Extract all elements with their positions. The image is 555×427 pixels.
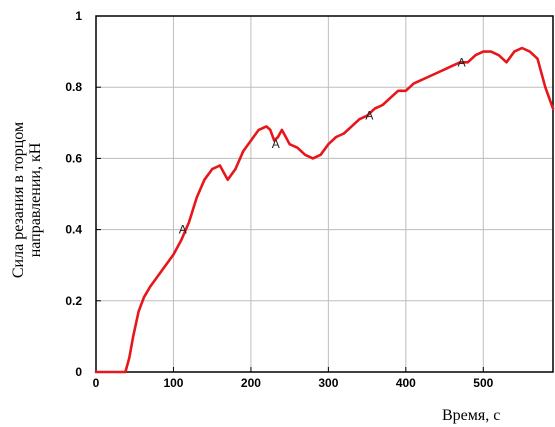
y-axis-title: Сила резания в торцом направлении, кН xyxy=(10,122,44,278)
y-axis-title-line2: направлении, кН xyxy=(27,142,44,257)
marker-label-3: A xyxy=(458,55,466,69)
marker-label-1: A xyxy=(272,137,280,151)
y-axis-title-line1: Сила резания в торцом xyxy=(10,122,27,278)
y-tick-label-0: 0 xyxy=(75,365,82,379)
x-tick-labels: 0 100 200 300 400 500 xyxy=(93,376,494,390)
x-tick-label-0: 0 xyxy=(93,376,100,390)
marker-label-2: A xyxy=(365,109,373,123)
grid-lines xyxy=(96,16,553,372)
x-tick-label-3: 300 xyxy=(318,376,338,390)
x-axis-title: Время, с xyxy=(442,407,500,424)
y-tick-label-4: 0.8 xyxy=(65,80,82,94)
marker-label-0: A xyxy=(179,223,187,237)
y-tick-labels: 0 0.2 0.4 0.6 0.8 1 xyxy=(65,9,82,379)
plot-frame xyxy=(95,15,554,373)
x-tick-label-4: 400 xyxy=(396,376,416,390)
axis-ticks xyxy=(95,15,484,373)
y-tick-label-3: 0.6 xyxy=(65,151,82,165)
y-tick-label-2: 0.4 xyxy=(65,223,82,237)
x-tick-label-5: 500 xyxy=(473,376,493,390)
series-line xyxy=(94,46,555,374)
x-tick-label-1: 100 xyxy=(163,376,183,390)
y-tick-label-5: 1 xyxy=(75,9,82,23)
y-tick-label-1: 0.2 xyxy=(65,294,82,308)
x-tick-label-2: 200 xyxy=(241,376,261,390)
point-markers: A A A A xyxy=(179,55,466,236)
